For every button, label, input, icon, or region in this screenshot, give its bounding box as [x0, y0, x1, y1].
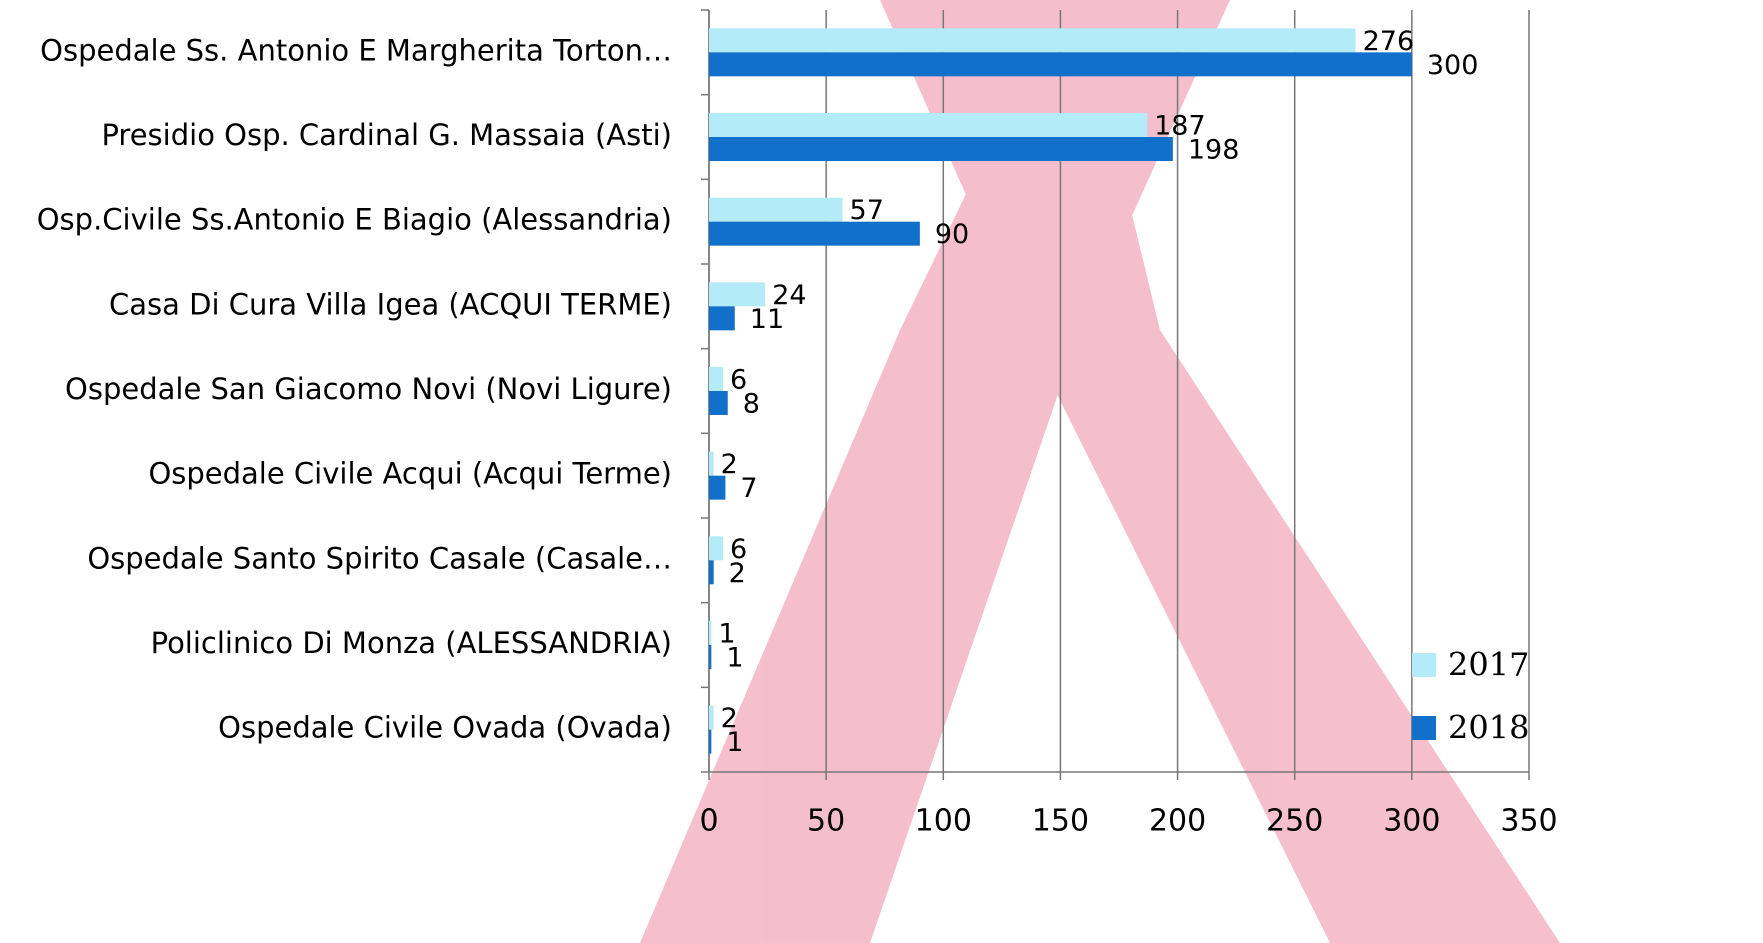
x-tick-label: 150: [1032, 804, 1089, 839]
value-label: 90: [935, 219, 969, 250]
bar: [709, 536, 723, 560]
bar: [709, 645, 711, 669]
y-tick-label: Ospedale San Giacomo Novi (Novi Ligure): [65, 372, 672, 406]
x-tick-label: 100: [915, 804, 972, 839]
value-label: 2: [729, 558, 746, 589]
bar: [709, 391, 728, 415]
bar: [709, 730, 711, 754]
y-tick-label: Osp.Civile Ss.Antonio E Biagio (Alessand…: [37, 203, 672, 237]
value-label: 11: [750, 304, 784, 335]
bar: [709, 476, 725, 500]
bar: [709, 222, 920, 246]
y-tick-label: Ospedale Santo Spirito Casale (Casale…: [87, 541, 672, 575]
bar: [709, 306, 735, 330]
x-tick-label: 0: [699, 804, 718, 839]
bar: [709, 282, 765, 306]
bar: [709, 113, 1147, 137]
value-label: 1: [726, 727, 743, 758]
y-tick-label: Presidio Osp. Cardinal G. Massaia (Asti): [101, 118, 672, 152]
value-label: 198: [1188, 135, 1240, 166]
legend-label: 2018: [1448, 709, 1529, 747]
legend-swatch: [1412, 653, 1436, 677]
bar: [709, 367, 723, 391]
y-tick-label: Ospedale Civile Ovada (Ovada): [218, 711, 672, 745]
bar: [709, 621, 711, 645]
x-tick-label: 300: [1383, 804, 1440, 839]
x-tick-label: 50: [807, 804, 845, 839]
x-tick-label: 350: [1500, 804, 1557, 839]
value-label: 57: [850, 195, 884, 226]
bar: [709, 560, 714, 584]
chart: 0 50 100 150 200 250 300 350 Ospedale Ss. Antoni…: [0, 0, 1763, 943]
value-label: 7: [740, 473, 757, 504]
y-tick-label: Casa Di Cura Villa Igea (ACQUI TERME): [109, 287, 672, 321]
y-tick-label: Ospedale Civile Acqui (Acqui Terme): [148, 457, 672, 491]
value-label: 300: [1427, 50, 1479, 81]
value-label: 8: [743, 389, 760, 420]
y-tick-label: Ospedale Ss. Antonio E Margherita Torton…: [40, 33, 672, 67]
bar: [709, 52, 1412, 76]
y-tick-label: Policlinico Di Monza (ALESSANDRIA): [151, 626, 672, 660]
value-label: 1: [726, 643, 743, 674]
bar: [709, 28, 1356, 52]
value-label: 276: [1363, 26, 1415, 57]
bar: [709, 452, 714, 476]
x-tick-label: 250: [1266, 804, 1323, 839]
bar: [709, 198, 843, 222]
value-label: 2: [721, 449, 738, 480]
legend-swatch: [1412, 716, 1436, 740]
legend-label: 2017: [1448, 646, 1529, 684]
bar: [709, 706, 714, 730]
x-tick-label: 200: [1149, 804, 1206, 839]
bar: [709, 137, 1173, 161]
